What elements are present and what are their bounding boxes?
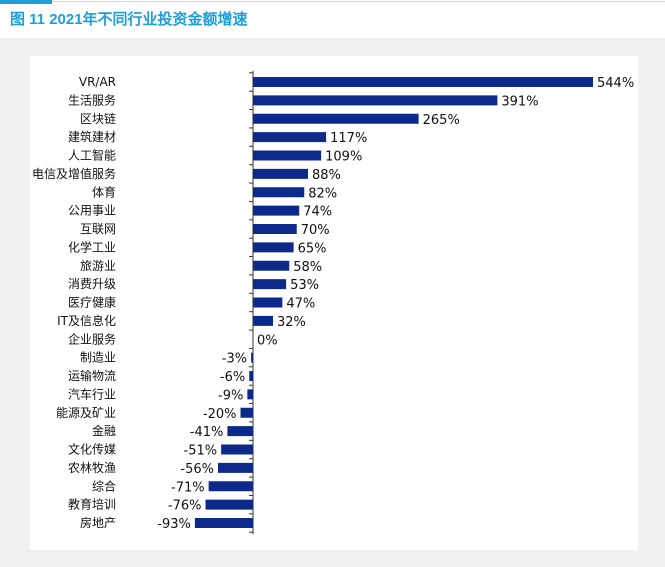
- category-label: 制造业: [80, 351, 116, 365]
- category-label: 旅游业: [80, 259, 116, 273]
- category-label: 综合: [92, 478, 116, 493]
- category-label: 化学工业: [68, 239, 116, 254]
- bar: [253, 113, 419, 124]
- value-label: 70%: [301, 223, 330, 238]
- category-label: 区块链: [80, 111, 116, 126]
- category-label: 体育: [92, 184, 116, 199]
- value-label: 117%: [330, 131, 367, 146]
- value-label: 58%: [293, 260, 322, 275]
- bar: [253, 315, 273, 326]
- category-label: 汽车行业: [68, 386, 116, 401]
- bar: [253, 224, 297, 234]
- top-divider: [52, 1, 665, 2]
- category-label: 建筑建材: [68, 129, 116, 144]
- category-label: 互联网: [80, 222, 116, 236]
- title-accent-bar: [0, 0, 52, 4]
- value-label: -9%: [218, 388, 243, 403]
- value-label: 0%: [257, 333, 278, 348]
- value-label: 82%: [308, 186, 337, 201]
- bar: [227, 426, 253, 437]
- category-label: VR/AR: [79, 75, 116, 89]
- bar: [253, 77, 593, 87]
- value-label: 65%: [298, 241, 327, 256]
- bar: [253, 150, 322, 161]
- category-label: 医疗健康: [68, 295, 116, 310]
- bar: [221, 444, 253, 455]
- bar: [253, 95, 498, 106]
- category-label: 农林牧渔: [68, 461, 116, 475]
- category-label: 金融: [92, 423, 116, 438]
- bar: [253, 242, 294, 253]
- category-label: 能源及矿业: [56, 406, 116, 420]
- bar: [253, 297, 283, 308]
- bar: [247, 389, 253, 400]
- bar: [205, 499, 253, 510]
- value-label: 265%: [423, 113, 460, 128]
- value-label: 47%: [286, 297, 315, 312]
- value-label: -3%: [222, 352, 247, 367]
- bar: [194, 518, 253, 528]
- category-label: 文化传媒: [68, 442, 116, 457]
- category-label: IT及信息化: [57, 313, 116, 328]
- category-label: 教育培训: [68, 497, 116, 512]
- value-label: 74%: [303, 205, 332, 220]
- bar: [253, 168, 308, 179]
- bar: [253, 132, 327, 143]
- value-label: -20%: [203, 407, 237, 422]
- bar: [249, 371, 253, 381]
- bar: [253, 279, 287, 290]
- category-label: 消费升级: [68, 277, 116, 291]
- value-label: 544%: [597, 76, 634, 91]
- category-label: 电信及增值服务: [32, 166, 116, 181]
- value-label: -6%: [220, 370, 245, 385]
- category-label: 人工智能: [68, 148, 116, 163]
- category-label: 企业服务: [68, 331, 116, 346]
- value-label: -76%: [168, 499, 202, 514]
- value-label: 109%: [325, 150, 362, 165]
- bar: [218, 462, 253, 473]
- category-label: 公用事业: [68, 204, 116, 218]
- category-label: 运输物流: [68, 368, 116, 383]
- chart-card: [30, 56, 638, 550]
- value-label: -51%: [184, 444, 218, 459]
- value-label: 391%: [501, 94, 538, 109]
- bar: [253, 187, 305, 198]
- bar: [251, 352, 253, 363]
- figure-title: 图 11 2021年不同行业投资金额增速: [10, 11, 248, 28]
- value-label: 32%: [277, 315, 306, 330]
- bar: [240, 407, 253, 418]
- value-label: 88%: [312, 168, 341, 183]
- category-label: 生活服务: [68, 92, 116, 107]
- bar: [253, 260, 290, 271]
- value-label: -41%: [190, 425, 224, 440]
- value-label: -56%: [180, 462, 214, 477]
- value-label: -93%: [157, 517, 191, 532]
- value-label: -71%: [171, 480, 205, 495]
- bar: [253, 205, 300, 216]
- value-label: 53%: [290, 278, 319, 293]
- category-label: 房地产: [80, 515, 116, 530]
- bar: [208, 481, 253, 492]
